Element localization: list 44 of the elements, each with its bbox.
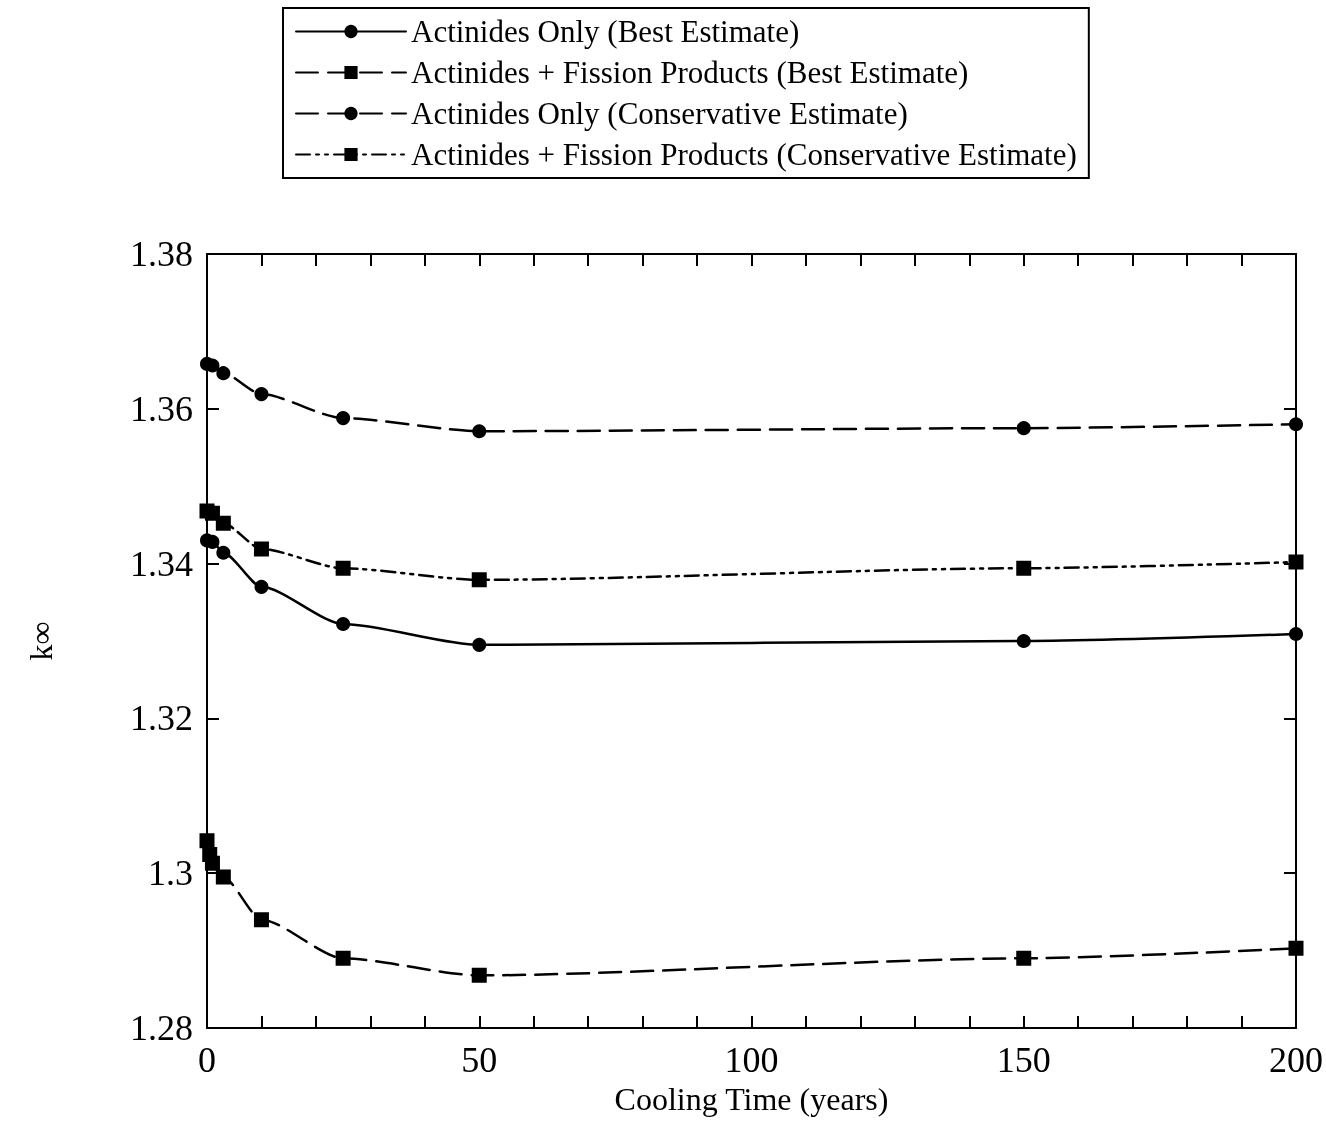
point [204,505,220,521]
point [1288,940,1304,956]
legend-label: Actinides + Fission Products (Conservative Estimate) [411,137,1077,172]
y-tick-label: 1.38 [130,234,193,274]
y-tick-label: 1.28 [130,1008,193,1048]
point [1016,421,1031,436]
legend-label: Actinides Only (Best Estimate) [411,14,800,49]
point [335,560,351,576]
point [1289,627,1303,642]
point [472,424,487,439]
y-tick-label: 1.3 [148,853,193,894]
point [254,387,269,402]
point [215,515,231,531]
point [199,833,215,849]
x-tick-label: 0 [198,1040,216,1080]
legend-label: Actinides + Fission Products (Best Estimate) [411,55,969,90]
point [336,616,351,631]
y-tick-label: 1.32 [130,698,193,739]
point [471,967,487,983]
x-tick-label: 100 [724,1040,779,1080]
x-tick-label: 50 [461,1040,498,1080]
point [253,541,269,557]
point [336,411,351,426]
point [472,637,487,652]
point [204,855,220,871]
point [1016,560,1032,576]
point [253,912,269,928]
point [471,572,487,588]
x-tick-label: 200 [1269,1040,1323,1080]
point [254,579,269,594]
y-tick-label: 1.36 [130,388,193,429]
point [215,869,231,885]
point [1288,554,1304,570]
legend-label: Actinides Only (Conservative Estimate) [411,96,908,131]
point [1016,950,1032,966]
x-tick-label: 150 [996,1040,1051,1080]
x-axis-title: Cooling Time (years) [614,1080,889,1117]
point [335,950,351,966]
y-tick-label: 1.34 [130,543,193,584]
point [1016,634,1031,648]
point [216,366,231,381]
y-axis-title: k∞ [23,621,59,661]
point [1289,417,1303,432]
point [216,545,231,560]
